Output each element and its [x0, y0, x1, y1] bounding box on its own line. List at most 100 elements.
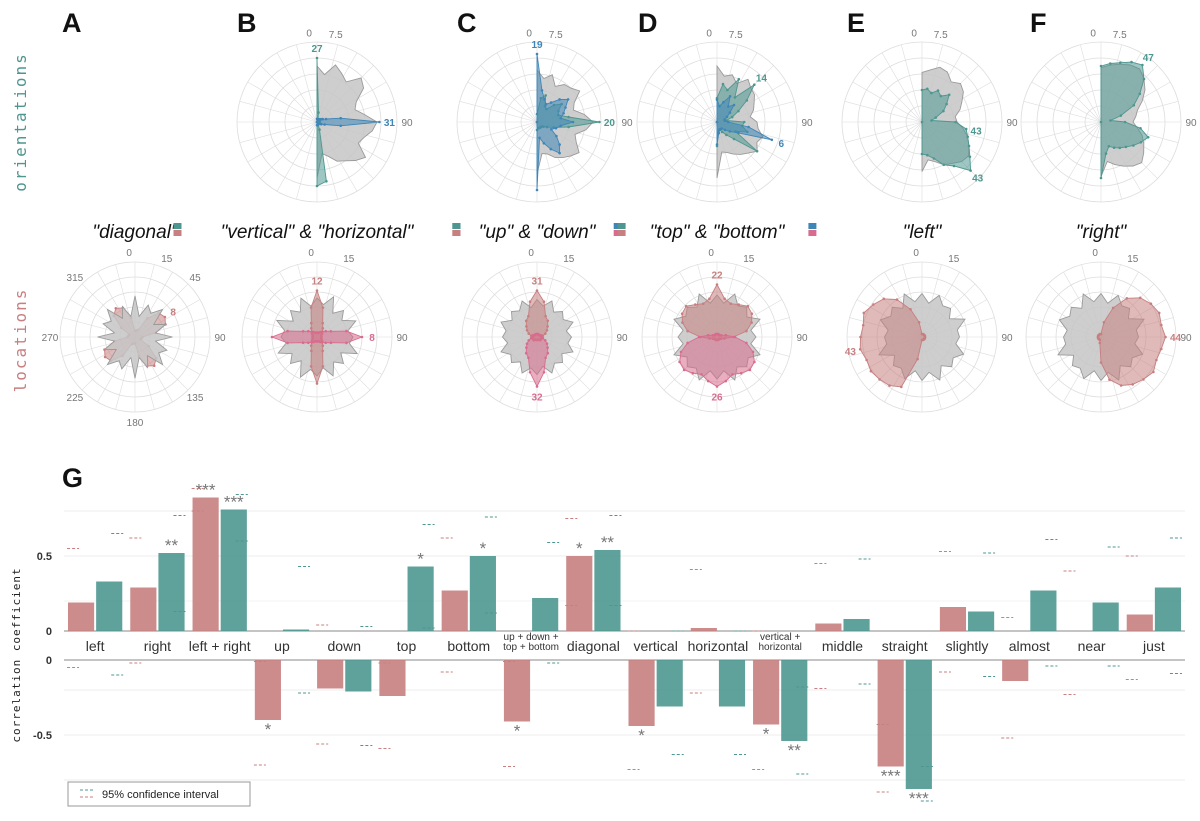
radar-grid-spoke: [901, 44, 923, 123]
radar-point: [733, 335, 737, 339]
radar-point: [678, 360, 681, 364]
radar-point: [325, 180, 328, 183]
radar-grid-spoke: [260, 65, 318, 123]
radar-point: [691, 371, 695, 375]
radar-point: [1149, 302, 1153, 306]
radar-grid-spoke: [480, 121, 538, 179]
bar-orientations: [407, 566, 434, 631]
category-label: right: [144, 638, 171, 654]
angle-tick-label: 0: [526, 28, 532, 39]
legend-swatch: [617, 223, 626, 229]
radar-point: [310, 341, 314, 344]
angle-tick-label: 0: [528, 248, 534, 259]
radar-grid-spoke: [459, 101, 538, 123]
peak-label: 19: [531, 40, 543, 51]
angle-tick-label: 225: [67, 393, 84, 404]
radar-point: [1102, 321, 1106, 324]
panel-title: "vertical" & "horizontal": [173, 222, 461, 243]
angle-tick-label: 90: [396, 333, 408, 344]
radar-point: [706, 333, 710, 337]
radar-point: [750, 312, 754, 316]
legend-swatch: [617, 230, 626, 236]
radar-point: [939, 94, 943, 98]
radar-point: [1132, 104, 1136, 107]
radar-point: [708, 297, 711, 301]
radar-point: [558, 98, 561, 101]
category-16: near: [1078, 602, 1119, 654]
radar-point: [1104, 152, 1108, 155]
radar-point: [544, 332, 547, 335]
peak-label: 12: [311, 277, 323, 288]
radar-point: [527, 339, 530, 342]
radar-grid-spoke: [676, 52, 718, 123]
category-3: * up: [254, 629, 310, 739]
ci-legend: 95% confidence interval: [67, 781, 251, 807]
radar-point: [724, 379, 728, 383]
radar-point: [544, 94, 547, 97]
radar-point: [321, 349, 325, 353]
radar-grid-spoke: [881, 52, 923, 123]
radar-point: [345, 341, 348, 345]
radar-point: [1142, 77, 1146, 81]
radar-grid-spoke: [496, 121, 538, 192]
radar-point: [542, 142, 546, 145]
category-1: ** right: [130, 536, 185, 654]
radar-grid-spoke: [1031, 81, 1102, 123]
bar-locations-negative: [254, 660, 281, 720]
panel-title: "up" & "down": [452, 222, 622, 243]
radar-point: [952, 164, 956, 168]
sig-stars-orientations: **: [165, 536, 179, 555]
radar-grid-spoke: [480, 65, 538, 123]
radar-point: [731, 373, 734, 376]
radar-grid-spoke: [1023, 101, 1102, 123]
angle-tick-label: 15: [161, 254, 173, 265]
radar-grid-spoke: [1060, 121, 1102, 192]
angle-tick-label: 7.5: [329, 30, 343, 41]
peak-label: 22: [711, 271, 723, 282]
category-8: * **diagonal: [566, 533, 621, 654]
radar-point: [307, 329, 310, 333]
radar-E-orientations: 0 7.5 90 43 43 E: [841, 8, 1018, 203]
radar-point: [535, 52, 539, 56]
radar-point: [697, 335, 701, 339]
radar-D-locations: 0 15 90 22 26 "top" & "bottom": [617, 222, 817, 413]
radar-point: [718, 128, 721, 131]
radar-point: [719, 334, 723, 337]
y-axis-label: correlation coefficient: [10, 567, 23, 742]
bar-orientations: [968, 611, 995, 631]
category-label: left: [86, 638, 105, 654]
radar-point: [1139, 141, 1143, 144]
radar-point: [1107, 145, 1111, 148]
radar-point: [745, 99, 749, 102]
category-9: * vertical: [628, 638, 683, 745]
radar-grid-spoke: [260, 121, 318, 179]
radar-F-orientations: 0 7.5 90 47 F: [1020, 8, 1197, 203]
radar-point: [861, 324, 865, 327]
sig-stars-locations: *: [576, 539, 583, 558]
radar-point: [1141, 63, 1144, 67]
peak-label: 8: [170, 307, 176, 318]
radar-point: [543, 97, 546, 101]
radar-grid-spoke: [1080, 121, 1102, 200]
panel-letter-C: C: [457, 8, 477, 38]
bar-locations: [815, 623, 842, 631]
radar-C-orientations: 0 7.5 90 19 20 C: [456, 8, 633, 203]
bar-locations: [939, 607, 967, 631]
angle-tick-label: 180: [127, 418, 144, 429]
radar-point: [1119, 114, 1123, 117]
panel-title-text: "right": [1076, 222, 1128, 243]
radar-grid-spoke: [516, 121, 538, 200]
category-7: * up + down +top + bottom: [503, 598, 559, 741]
radar-point: [723, 119, 727, 122]
angle-tick-label: 135: [187, 393, 204, 404]
peak-label: 8: [369, 333, 375, 344]
radar-point: [932, 157, 936, 160]
bar-orientations: [282, 629, 310, 631]
radar-point: [525, 346, 528, 349]
radar-point: [1130, 60, 1133, 64]
category-17: just: [1126, 587, 1182, 654]
bar-orientations: [1030, 590, 1057, 631]
radar-point: [321, 330, 324, 334]
radar-point: [717, 131, 721, 135]
